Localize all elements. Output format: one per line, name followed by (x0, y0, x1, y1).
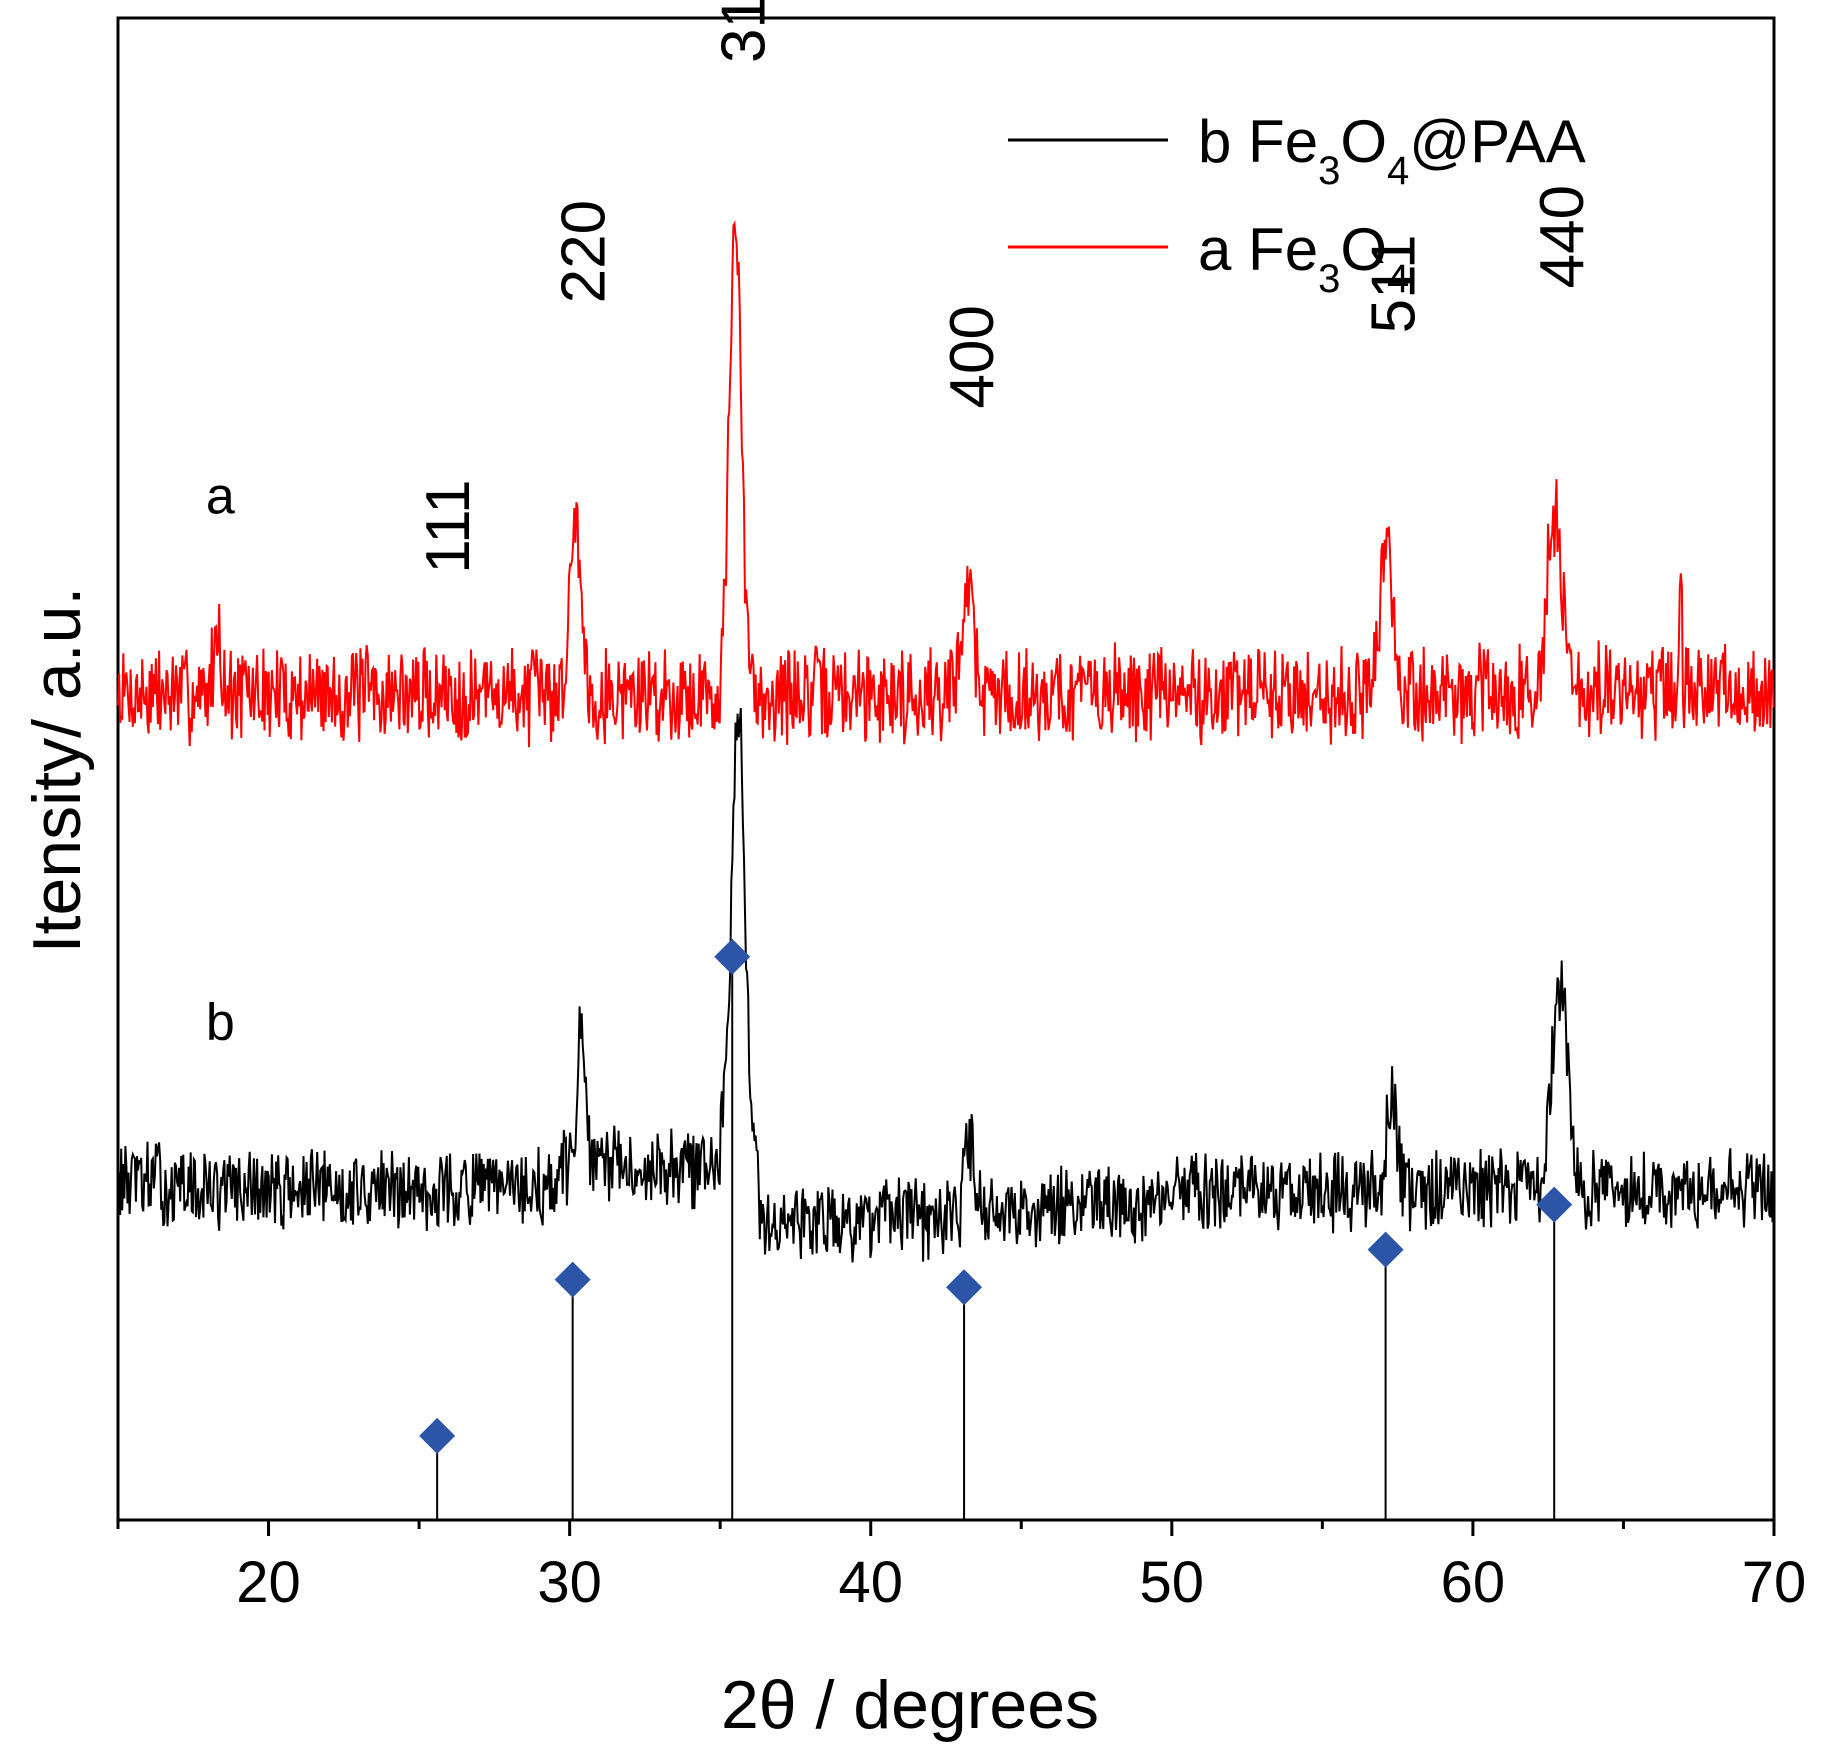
curve-label-a: a (206, 468, 235, 526)
y-axis-title: Itensity/ a.u. (19, 587, 95, 954)
peak-label-400: 400 (938, 305, 1007, 408)
x-tick-label: 60 (1441, 1550, 1506, 1615)
x-tick-label: 50 (1140, 1550, 1205, 1615)
legend: b Fe3O4@PAA a Fe3O4 (1008, 108, 1586, 301)
series-group (117, 220, 1775, 1263)
peak-label-111: 111 (414, 479, 483, 573)
series-line-a (117, 220, 1775, 748)
peak-label-511: 511 (1360, 235, 1429, 334)
reference-peaks (419, 938, 1573, 1520)
x-tick-label: 40 (838, 1550, 903, 1615)
x-axis-title: 2θ / degrees (721, 1667, 1099, 1743)
x-tick-label: 70 (1742, 1550, 1807, 1615)
series-line-b (117, 708, 1775, 1263)
reference-diamond (946, 1269, 983, 1306)
curve-label-b: b (206, 993, 235, 1051)
peak-label-440: 440 (1528, 185, 1597, 288)
reference-diamond (419, 1417, 456, 1454)
legend-entry-b: b Fe3O4@PAA (1198, 108, 1586, 193)
legend-entry-a: a Fe3O4 (1198, 216, 1409, 301)
reference-diamond (1536, 1186, 1573, 1223)
x-tick-label: 20 (236, 1550, 301, 1615)
peak-label-220: 220 (550, 200, 619, 303)
peak-label-311: 311 (709, 0, 778, 63)
reference-diamond (1367, 1231, 1404, 1268)
x-tick-label: 30 (537, 1550, 602, 1615)
plot-frame (116, 16, 1776, 1522)
reference-diamond (554, 1261, 591, 1298)
reference-diamond (714, 938, 751, 975)
x-axis-ticks: 20 30 40 50 60 70 (116, 1520, 1807, 1615)
